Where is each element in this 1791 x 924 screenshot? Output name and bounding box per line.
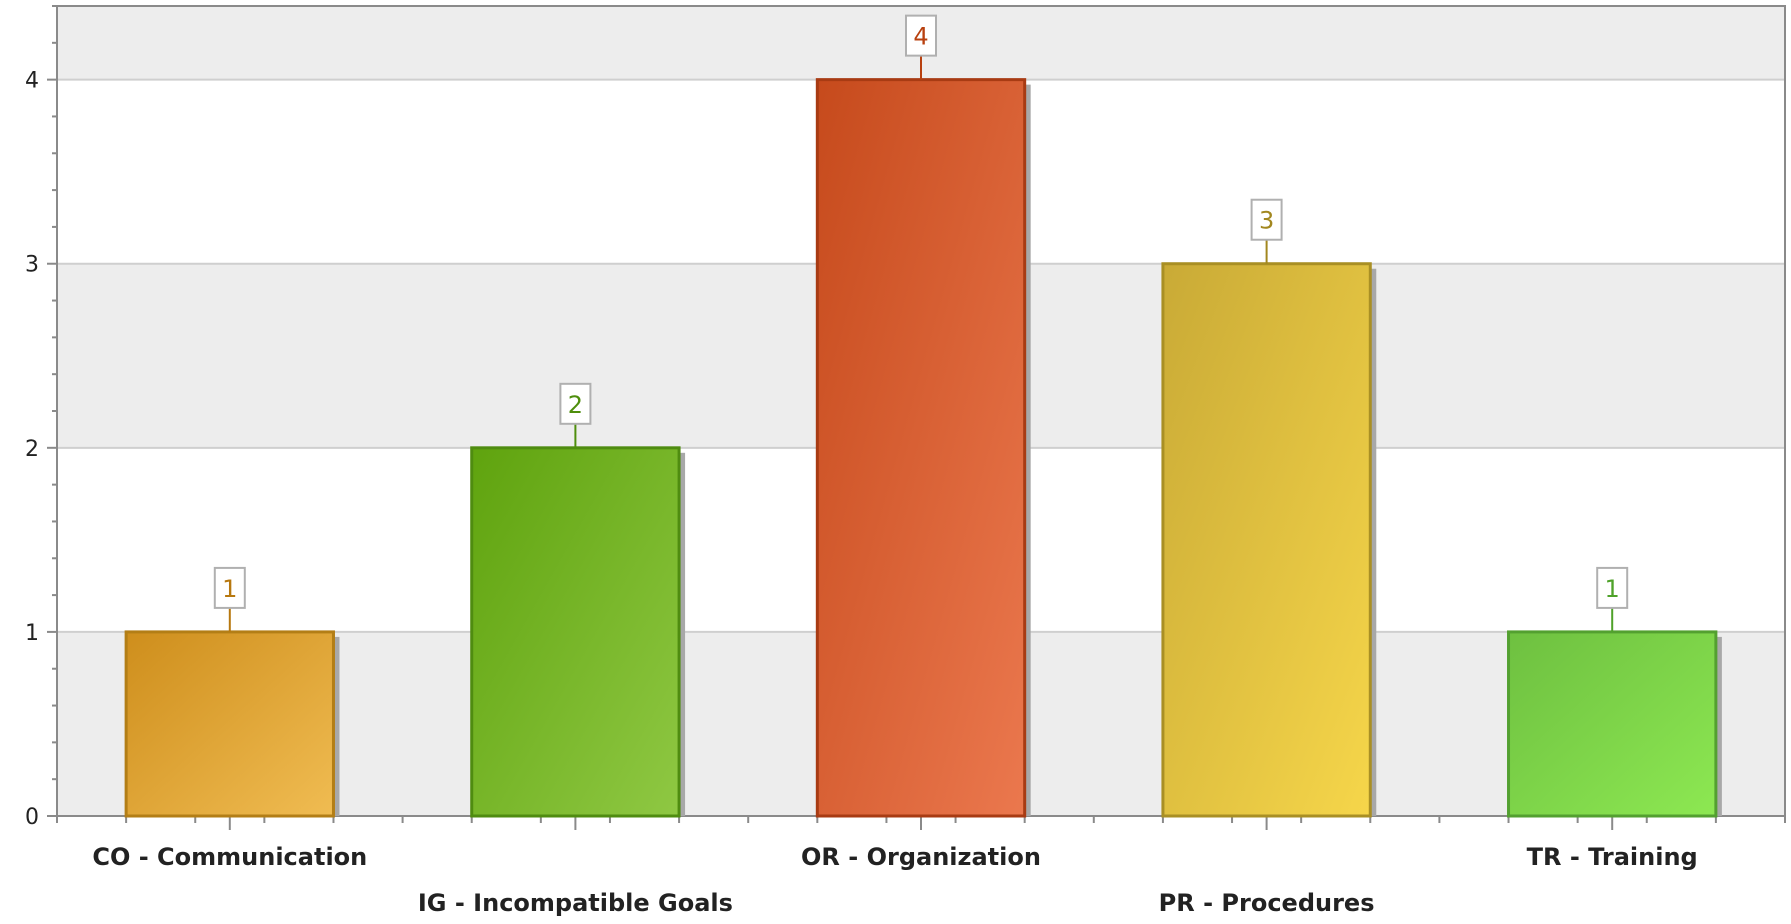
data-label: 4 [913,23,928,51]
x-axis-ticks [56,816,1786,830]
y-tick-label: 4 [25,69,39,94]
category-label: PR - Procedures [1159,889,1375,917]
y-axis-ticks: 0 1 2 3 4 [25,5,57,830]
bars [124,78,1722,818]
data-label: 1 [222,575,237,603]
data-label-box [1250,198,1283,241]
category-label: IG - Incompatible Goals [418,889,733,917]
bar [470,446,681,818]
y-tick-label: 3 [25,253,39,278]
data-label-box [1596,566,1629,609]
data-label-box [559,382,592,425]
bar [124,630,335,818]
y-tick-label: 2 [25,437,39,462]
data-label: 3 [1259,207,1274,235]
data-label-box [905,14,937,57]
category-label: OR - Organization [801,843,1041,871]
data-label: 2 [568,391,583,419]
y-tick-label: 1 [25,621,39,646]
y-tick-label: 0 [25,805,39,830]
category-labels: CO - Communication IG - Incompatible Goal… [92,843,1697,917]
category-label: TR - Training [1527,843,1698,871]
data-labels: 1 2 4 3 1 [213,14,1629,632]
category-label: CO - Communication [92,843,367,871]
bar [815,78,1027,818]
bar [1161,262,1372,818]
data-label-box [213,566,246,609]
bar [1507,630,1718,818]
data-label: 1 [1605,575,1620,603]
